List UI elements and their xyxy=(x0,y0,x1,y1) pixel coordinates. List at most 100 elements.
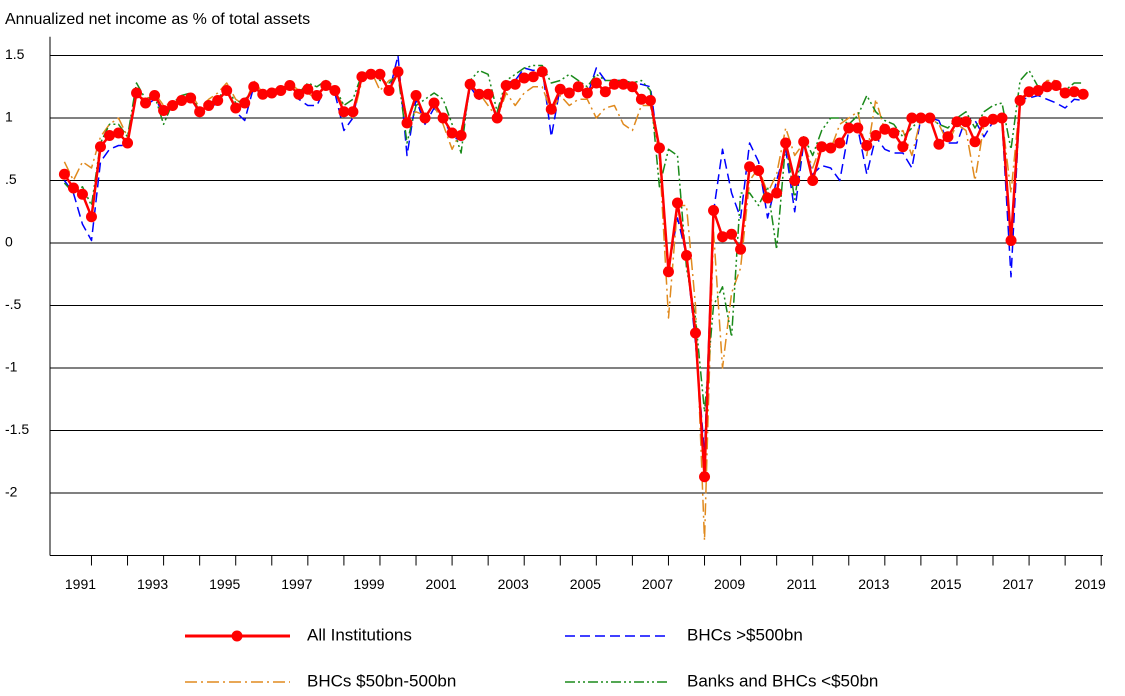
data-point xyxy=(464,78,476,90)
x-tick-label: 2001 xyxy=(426,576,457,592)
data-point xyxy=(67,182,79,194)
data-point xyxy=(500,80,512,91)
data-point xyxy=(212,95,224,106)
data-point xyxy=(563,87,575,99)
data-point xyxy=(1023,86,1035,98)
data-point xyxy=(680,250,692,261)
data-point xyxy=(545,103,557,115)
data-point xyxy=(58,168,70,180)
data-point xyxy=(1050,80,1062,91)
data-point xyxy=(843,122,855,134)
data-point xyxy=(978,116,990,128)
data-point xyxy=(671,197,683,209)
data-point xyxy=(221,85,233,96)
data-point xyxy=(185,92,197,104)
data-point xyxy=(419,112,431,124)
data-point xyxy=(644,95,656,106)
x-tick-label: 2007 xyxy=(642,576,673,592)
data-point xyxy=(1068,86,1080,98)
data-point xyxy=(951,116,963,128)
y-tick-label: 1.5 xyxy=(5,46,25,62)
data-point xyxy=(789,175,801,186)
y-tick-label: -1.5 xyxy=(5,421,29,437)
data-point xyxy=(410,90,422,101)
data-point xyxy=(924,112,936,124)
data-point xyxy=(590,77,602,89)
data-point xyxy=(131,87,143,99)
data-point xyxy=(807,175,819,186)
data-point xyxy=(771,187,783,199)
data-point xyxy=(356,71,368,83)
data-point xyxy=(581,87,593,99)
data-point xyxy=(1005,235,1017,246)
y-tick-label: -2 xyxy=(5,484,18,500)
data-point xyxy=(969,136,981,148)
data-point xyxy=(94,141,106,153)
data-point xyxy=(726,228,738,240)
data-point xyxy=(942,131,954,143)
data-point xyxy=(906,112,918,124)
data-point xyxy=(482,88,494,100)
x-tick-label: 2019 xyxy=(1075,576,1106,592)
data-point xyxy=(708,205,720,216)
data-point xyxy=(996,112,1008,124)
data-point xyxy=(1014,95,1026,106)
data-point xyxy=(320,80,332,91)
data-point xyxy=(717,231,729,243)
data-point xyxy=(897,141,909,153)
data-point xyxy=(527,71,539,83)
x-tick-label: 2017 xyxy=(1002,576,1033,592)
chart-title: Annualized net income as % of total asse… xyxy=(5,11,310,28)
legend-marker xyxy=(231,630,243,642)
data-point xyxy=(176,95,188,106)
y-tick-label: -1 xyxy=(5,359,18,375)
data-point xyxy=(852,122,864,134)
data-point xyxy=(338,106,350,118)
legend-label: BHCs >$500bn xyxy=(687,625,803,644)
data-point xyxy=(167,100,179,111)
data-point xyxy=(816,141,828,153)
data-point xyxy=(626,81,638,93)
data-point xyxy=(888,127,900,139)
data-point xyxy=(987,113,999,125)
data-point xyxy=(690,327,702,339)
data-point xyxy=(401,117,413,129)
data-point xyxy=(870,130,882,141)
data-point xyxy=(158,105,170,116)
data-point xyxy=(825,142,837,154)
data-point xyxy=(509,78,521,90)
data-point xyxy=(311,90,323,101)
data-point xyxy=(383,85,395,96)
data-point xyxy=(455,130,467,141)
data-point xyxy=(735,243,747,255)
data-point xyxy=(780,137,792,149)
series-line xyxy=(63,70,1084,479)
data-point xyxy=(365,68,377,80)
legend-label: BHCs $50bn-500bn xyxy=(307,671,456,690)
data-point xyxy=(834,137,846,149)
data-point xyxy=(122,137,134,149)
data-point xyxy=(491,112,503,124)
x-tick-label: 2005 xyxy=(570,576,601,592)
legend-label: Banks and BHCs <$50bn xyxy=(687,671,878,690)
data-point xyxy=(572,81,584,93)
y-tick-label: .5 xyxy=(5,171,17,187)
data-point xyxy=(446,127,458,139)
data-point xyxy=(266,87,278,99)
data-point xyxy=(608,78,620,90)
x-tick-label: 2003 xyxy=(498,576,529,592)
data-point xyxy=(518,72,530,84)
data-point xyxy=(329,85,341,96)
x-tick-label: 2015 xyxy=(930,576,961,592)
data-point xyxy=(194,106,206,118)
data-point xyxy=(753,165,765,176)
x-tick-label: 2013 xyxy=(858,576,889,592)
x-tick-label: 1999 xyxy=(353,576,384,592)
data-point xyxy=(140,97,152,109)
data-point xyxy=(536,66,548,78)
x-tick-label: 2011 xyxy=(787,576,817,592)
x-tick-label: 1997 xyxy=(281,576,312,592)
data-point xyxy=(392,66,404,78)
data-point xyxy=(428,97,440,109)
